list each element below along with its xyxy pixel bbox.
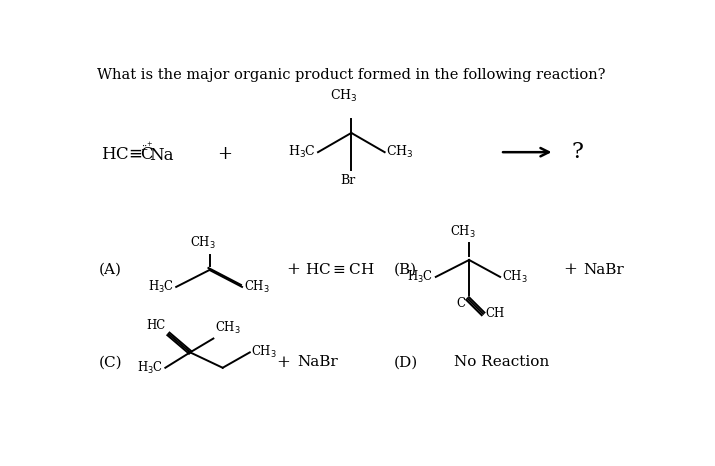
Text: H$_3$C: H$_3$C: [148, 279, 174, 295]
Text: +: +: [276, 354, 290, 371]
Text: CH$_3$: CH$_3$: [330, 89, 358, 104]
Text: H$_3$C: H$_3$C: [288, 144, 316, 160]
Text: What is the major organic product formed in the following reaction?: What is the major organic product formed…: [97, 68, 606, 82]
Text: (B): (B): [394, 263, 417, 277]
Text: NaBr: NaBr: [297, 356, 337, 370]
Text: CH$_3$: CH$_3$: [252, 344, 277, 360]
Text: H$_3$C: H$_3$C: [137, 360, 163, 376]
Text: (C): (C): [99, 356, 122, 370]
Text: Na: Na: [149, 147, 174, 164]
Text: CH$_3$: CH$_3$: [386, 144, 414, 160]
Text: Br: Br: [340, 174, 355, 187]
Text: CH$_3$: CH$_3$: [190, 234, 216, 251]
Text: +: +: [217, 145, 232, 164]
Text: HC: HC: [146, 319, 165, 332]
Text: C: C: [456, 297, 465, 310]
Text: (D): (D): [394, 356, 418, 370]
Text: NaBr: NaBr: [583, 263, 623, 277]
Text: (A): (A): [99, 263, 122, 277]
Text: HC$\equiv$CH: HC$\equiv$CH: [305, 262, 375, 277]
Text: CH$_3$: CH$_3$: [450, 224, 476, 240]
Text: $^{-}$: $^{-}$: [139, 146, 148, 158]
Text: CH: CH: [485, 308, 505, 320]
Text: CH$_3$: CH$_3$: [215, 320, 241, 336]
Text: ?: ?: [572, 141, 583, 163]
Text: HC$\!\equiv\!\!$C: HC$\!\equiv\!\!$C: [101, 146, 154, 163]
Text: ··: ··: [142, 142, 147, 151]
Text: +: +: [563, 261, 577, 279]
Text: No Reaction: No Reaction: [453, 356, 549, 370]
Text: H$_3$C: H$_3$C: [408, 269, 433, 285]
Text: $^{+}$: $^{+}$: [146, 142, 153, 151]
Text: +: +: [286, 261, 300, 279]
Text: CH$_3$: CH$_3$: [503, 269, 528, 285]
Text: CH$_3$: CH$_3$: [245, 279, 270, 295]
